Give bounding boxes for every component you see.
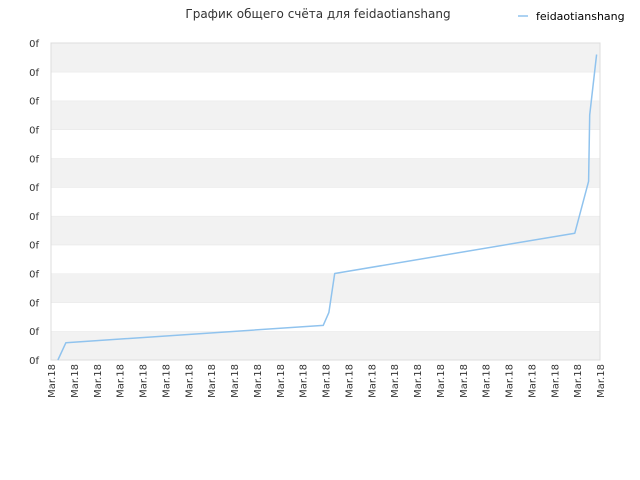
grid-band [51,273,600,303]
y-tick-label: 0f [29,68,39,79]
grid-band [51,43,600,72]
grid-band [51,215,600,245]
legend-label: feidaotianshang [536,10,625,23]
x-tick-label: Mar.18 [390,364,401,398]
y-tick-label: 0f [29,97,39,108]
grid-band [51,302,600,332]
x-tick-label: Mar.18 [413,364,424,398]
x-tick-label: Mar.18 [139,364,150,398]
x-tick-label: Mar.18 [184,364,195,398]
x-tick-label: Mar.18 [253,364,264,398]
grid-band [51,100,600,130]
y-tick-label: 0f [29,39,39,50]
x-tick-label: Mar.18 [344,364,355,398]
x-tick-label: Mar.18 [230,364,241,398]
x-tick-label: Mar.18 [459,364,470,398]
series-layer [57,54,598,361]
y-tick-label: 0f [29,183,39,194]
x-tick-label: Mar.18 [550,364,561,398]
x-tick-label: Mar.18 [276,364,287,398]
x-axis-ticks: Mar.18 Mar.18 Mar.18 Mar.18 Mar.18 Mar.18 Mar.… [47,364,607,398]
x-tick-label: Mar.18 [436,364,447,398]
y-tick-label: 0f [29,270,39,281]
x-tick-label: Mar.18 [70,364,81,398]
y-axis-ticks: 0f 0f 0f 0f 0f 0f 0f 0f 0f 0f 0f 0f [29,39,39,367]
chart-title: График общего счёта для feidaotianshang [185,7,450,21]
x-tick-label: Mar.18 [527,364,538,398]
grid-band [51,158,600,188]
grid-band [51,187,600,216]
grid-band [51,244,600,274]
y-tick-label: 0f [29,327,39,338]
x-tick-label: Mar.18 [596,364,607,398]
x-tick-label: Mar.18 [322,364,333,398]
y-tick-label: 0f [29,154,39,165]
grid-band [51,129,600,159]
y-tick-label: 0f [29,212,39,223]
x-tick-label: Mar.18 [93,364,104,398]
grid-bands [51,42,600,360]
x-tick-label: Mar.18 [161,364,172,398]
y-tick-label: 0f [29,298,39,309]
x-tick-label: Mar.18 [47,364,58,398]
x-tick-label: Mar.18 [573,364,584,398]
y-tick-label: 0f [29,356,39,367]
x-tick-label: Mar.18 [367,364,378,398]
plot-frame [50,42,601,361]
x-tick-label: Mar.18 [505,364,516,398]
y-tick-label: 0f [29,125,39,136]
x-tick-label: Mar.18 [207,364,218,398]
y-tick-label: 0f [29,241,39,252]
grid-band [51,71,600,101]
x-tick-label: Mar.18 [299,364,310,398]
x-tick-label: Mar.18 [482,364,493,398]
grid-band [51,331,600,360]
x-tick-label: Mar.18 [116,364,127,398]
legend: feidaotianshang [518,10,625,23]
series-line [57,54,598,361]
